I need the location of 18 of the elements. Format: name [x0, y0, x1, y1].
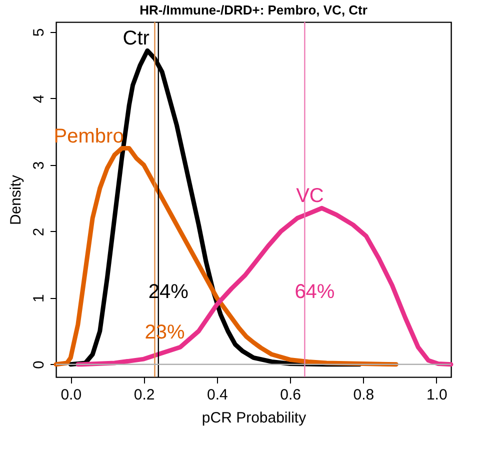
y-tick-label: 1 — [30, 294, 48, 303]
x-tick-label: 1.0 — [426, 386, 448, 404]
x-tick-label: 0.4 — [206, 386, 228, 404]
chart-title: HR-/Immune-/DRD+: Pembro, VC, Ctr — [140, 2, 368, 18]
x-tick-label: 0.8 — [353, 386, 374, 404]
x-tick-label: 0.2 — [134, 386, 155, 404]
x-axis-title: pCR Probability — [202, 410, 307, 426]
line-series — [54, 146, 398, 367]
y-tick-label: 3 — [30, 161, 48, 170]
series-label: Ctr — [122, 28, 150, 50]
y-tick-label: 2 — [30, 228, 48, 236]
x-tick-label: 0.0 — [60, 386, 82, 404]
line-series — [76, 206, 454, 367]
y-axis-title: Density — [8, 174, 24, 226]
y-tick-label: 0 — [30, 360, 48, 370]
y-tick-label: 5 — [30, 28, 48, 37]
y-tick-label: 4 — [30, 94, 48, 104]
x-tick-label: 0.6 — [280, 386, 302, 404]
